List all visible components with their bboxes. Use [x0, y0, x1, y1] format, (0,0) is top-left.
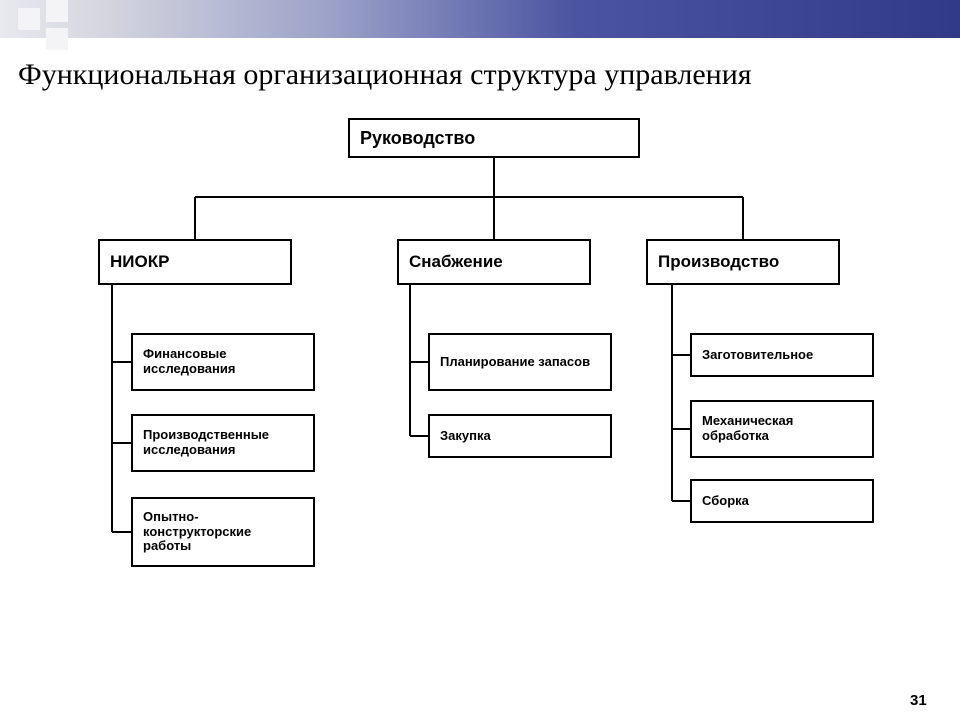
org-node-label: Руководство — [360, 128, 475, 149]
org-node-niokr: НИОКР — [98, 239, 292, 285]
org-node-label: Механическая обработка — [702, 414, 862, 444]
corner-square — [18, 8, 40, 30]
org-node-label: Снабжение — [409, 252, 503, 272]
slide-title: Функциональная организационная структура… — [18, 58, 752, 92]
corner-square — [46, 28, 68, 50]
corner-square — [46, 0, 68, 22]
org-node-label: Производственные исследования — [143, 428, 303, 458]
org-node-snab: Снабжение — [397, 239, 591, 285]
org-node-label: Производство — [658, 252, 779, 272]
org-node-label: Планирование запасов — [440, 355, 590, 370]
org-node-prod: Производственные исследования — [131, 414, 315, 472]
org-node-label: Финансовые исследования — [143, 347, 303, 377]
org-node-proizv: Производство — [646, 239, 840, 285]
org-node-label: Опытно-конструкторские работы — [143, 510, 303, 555]
org-node-zak: Закупка — [428, 414, 612, 458]
org-node-plan: Планирование запасов — [428, 333, 612, 391]
org-node-label: Закупка — [440, 429, 491, 444]
slide-title-text: Функциональная организационная структура… — [18, 58, 752, 91]
org-node-label: Сборка — [702, 494, 749, 509]
org-node-mech: Механическая обработка — [690, 400, 874, 458]
org-node-fin: Финансовые исследования — [131, 333, 315, 391]
org-node-root: Руководство — [348, 118, 640, 158]
org-node-sbor: Сборка — [690, 479, 874, 523]
org-node-okr: Опытно-конструкторские работы — [131, 497, 315, 567]
org-node-zag: Заготовительное — [690, 333, 874, 377]
org-node-label: Заготовительное — [702, 348, 813, 363]
page-number: 31 — [910, 692, 927, 709]
org-node-label: НИОКР — [110, 252, 169, 272]
header-gradient-band — [0, 0, 960, 38]
page-number-text: 31 — [910, 692, 927, 709]
